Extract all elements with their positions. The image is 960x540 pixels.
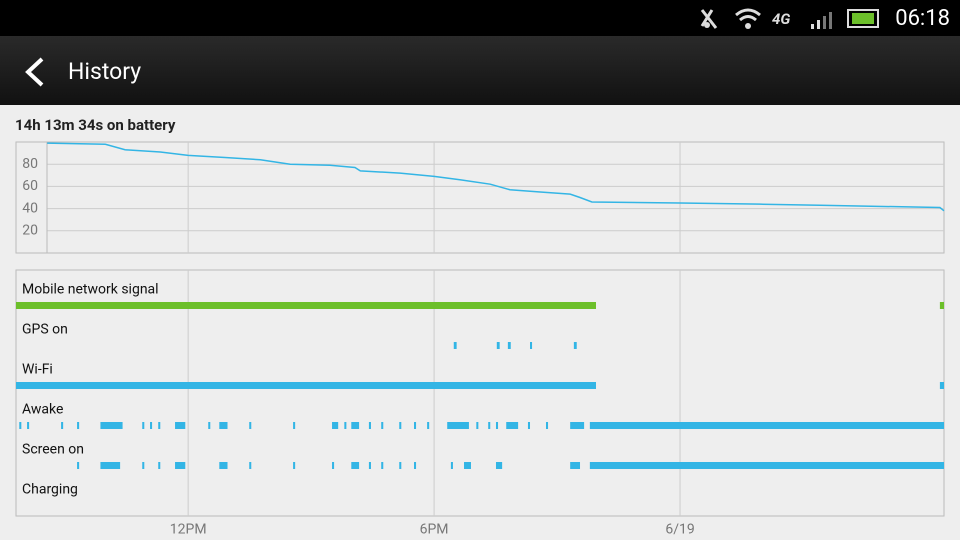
battery-chart-frame <box>15 141 945 254</box>
lane-segment <box>414 422 417 429</box>
y-tick-label: 60 <box>22 178 38 194</box>
lane-segment <box>939 302 944 309</box>
lane-segment <box>399 422 402 429</box>
lane-segment <box>219 422 228 429</box>
y-tick-label: 40 <box>22 200 38 216</box>
lane-segment <box>332 422 339 429</box>
lane-segment <box>208 422 211 429</box>
lane-segment <box>77 462 80 469</box>
lane-segment <box>16 302 596 309</box>
x-tick-label: 6/19 <box>665 522 694 538</box>
lane-segment <box>545 422 549 429</box>
lane-segment <box>219 462 228 469</box>
lane-segment <box>506 422 519 429</box>
lane-segment <box>527 422 531 429</box>
y-tick-label: 20 <box>22 223 38 239</box>
lane-segment <box>450 462 453 469</box>
lane-segment <box>158 462 161 469</box>
lane-segment <box>447 422 469 429</box>
lane-segment <box>495 462 503 469</box>
y-tick-label: 80 <box>22 156 38 172</box>
lane-segment <box>381 462 384 469</box>
lane-segment <box>249 462 252 469</box>
lane-segment <box>351 422 360 429</box>
lane-segment <box>464 462 471 469</box>
x-tick-label: 12PM <box>170 522 207 538</box>
lane-segment <box>488 422 491 429</box>
lane-segment <box>573 342 577 349</box>
lane-segment <box>175 462 186 469</box>
lane-label: Mobile network signal <box>22 282 159 298</box>
lane-segment <box>77 422 80 429</box>
lane-segment <box>150 422 153 429</box>
lane-segment <box>27 422 30 429</box>
lane-segment <box>381 422 384 429</box>
lane-segment <box>332 462 335 469</box>
lane-label: Awake <box>22 402 63 418</box>
back-button[interactable] <box>25 57 44 87</box>
lane-segment <box>453 342 457 349</box>
svg-text:4G: 4G <box>772 10 790 28</box>
lane-label: Charging <box>22 482 78 498</box>
battery-line <box>47 142 945 212</box>
lane-segment <box>570 462 581 469</box>
lane-segment <box>61 422 64 429</box>
lane-segment <box>570 422 585 429</box>
lane-segment <box>158 422 161 429</box>
lane-segment <box>100 422 123 429</box>
lanes-frame <box>15 269 945 517</box>
lane-segment <box>414 462 417 469</box>
lane-segment <box>507 342 511 349</box>
lane-segment <box>293 422 296 429</box>
lane-segment <box>476 422 479 429</box>
lane-segment <box>142 422 145 429</box>
lane-segment <box>939 382 944 389</box>
lane-segment <box>368 462 371 469</box>
status-icons: 4G <box>700 8 879 29</box>
lane-segment <box>249 422 252 429</box>
lane-segment <box>589 462 944 469</box>
lane-segment <box>344 422 347 429</box>
page-title: History <box>68 58 141 85</box>
lane-label: Screen on <box>22 442 84 458</box>
lane-label: GPS on <box>22 322 68 338</box>
lane-label: Wi-Fi <box>22 362 53 378</box>
lane-segment <box>19 422 22 429</box>
status-bar <box>0 0 960 36</box>
lane-segment <box>495 422 499 429</box>
action-bar <box>0 36 960 105</box>
lane-segment <box>100 462 121 469</box>
lane-segment <box>142 462 145 469</box>
lane-segment <box>496 342 500 349</box>
lane-segment <box>368 422 371 429</box>
lane-segment <box>589 422 944 429</box>
x-tick-label: 6PM <box>420 522 449 538</box>
battery-summary: 14h 13m 34s on battery <box>15 116 176 134</box>
clock: 06:18 <box>895 6 950 31</box>
lane-segment <box>351 462 360 469</box>
lane-segment <box>175 422 186 429</box>
lane-segment <box>16 382 596 389</box>
lane-segment <box>427 422 430 429</box>
lane-segment <box>399 462 402 469</box>
lane-segment <box>530 342 533 349</box>
lane-segment <box>293 462 296 469</box>
